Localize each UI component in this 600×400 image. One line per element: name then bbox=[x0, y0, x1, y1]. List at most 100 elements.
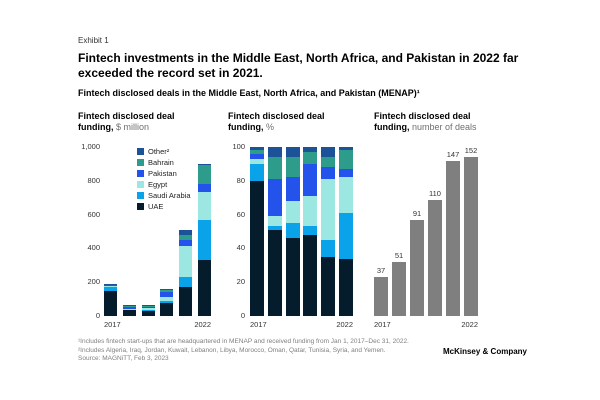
legend-label: Saudi Arabia bbox=[148, 191, 191, 200]
chart-heading-bold: funding, bbox=[374, 122, 410, 132]
bar-segment-bahrain bbox=[104, 284, 117, 286]
bar-segment-egypt bbox=[285, 201, 300, 224]
bar-segment-bahrain bbox=[160, 289, 174, 292]
legend-swatch-icon bbox=[137, 192, 144, 199]
bar-segment-other bbox=[104, 283, 117, 285]
bar-rect bbox=[374, 276, 388, 316]
y-tick-label: 400 bbox=[87, 243, 100, 253]
mckinsey-logo-text: McKinsey & Company bbox=[442, 347, 527, 356]
x-tick-label: 2017 bbox=[104, 320, 121, 329]
legend-item-bahrain: Bahrain bbox=[137, 159, 191, 166]
bar-segment-egypt bbox=[321, 179, 336, 240]
bar-2017 bbox=[250, 147, 264, 316]
chart-heading: Fintech disclosed deal bbox=[228, 111, 325, 121]
bar-2022: 152 bbox=[464, 147, 478, 316]
bar-segment-other bbox=[160, 288, 174, 290]
bar-2018 bbox=[122, 147, 136, 316]
chart-heading-unit: funding, % bbox=[228, 122, 353, 133]
y-tick-label: 100 bbox=[232, 142, 245, 151]
chart-heading-unit: funding, number of deals bbox=[374, 122, 478, 133]
bar-segment-saudi-arabia bbox=[338, 212, 353, 259]
bar-segment-uae bbox=[303, 234, 318, 316]
bar-segment-other bbox=[303, 147, 318, 153]
bar-2020 bbox=[303, 147, 318, 316]
bar-segment-bahrain bbox=[197, 165, 211, 184]
bar-segment-pakistan bbox=[338, 169, 353, 178]
bar-segment-saudi-arabia bbox=[250, 163, 264, 181]
bar-segment-uae bbox=[338, 258, 353, 316]
bar-2019: 91 bbox=[410, 147, 424, 316]
legend-item-saudi-arabia: Saudi Arabia bbox=[137, 192, 191, 199]
bar-segment-saudi-arabia bbox=[104, 287, 117, 291]
bar-segment-egypt bbox=[141, 308, 155, 310]
legend-item-egypt: Egypt bbox=[137, 181, 191, 188]
bar-segment-bahrain bbox=[141, 305, 155, 307]
chart-heading-unit: funding, $ million bbox=[78, 122, 211, 133]
chart-funding-millions: Fintech disclosed deal funding, $ millio… bbox=[78, 111, 211, 329]
bar-2017: 37 bbox=[374, 147, 388, 316]
legend-label: Bahrain bbox=[148, 158, 174, 167]
bar-segment-bahrain bbox=[122, 305, 136, 308]
bar-2019 bbox=[285, 147, 300, 316]
bar-rect bbox=[464, 157, 478, 316]
bar-segment-uae bbox=[160, 302, 174, 316]
bar-segment-pakistan bbox=[303, 163, 318, 197]
bar-segment-bahrain bbox=[267, 157, 282, 180]
source-note: Source: MAGNiTT, Feb 3, 2023 bbox=[78, 355, 169, 362]
x-axis: 2017 2022 bbox=[104, 320, 211, 329]
bar-segment-uae bbox=[197, 260, 211, 316]
x-tick-label: 2022 bbox=[461, 320, 478, 329]
bar-2020 bbox=[160, 147, 174, 316]
chart-unit-label: % bbox=[266, 122, 275, 132]
bar-2022 bbox=[197, 147, 211, 316]
bar-segment-egypt bbox=[267, 216, 282, 227]
bar-2017 bbox=[104, 147, 117, 316]
chart-unit-label: $ million bbox=[116, 122, 150, 132]
bar-value-label: 51 bbox=[394, 251, 404, 261]
y-tick-label: 80 bbox=[236, 175, 245, 185]
bar-segment-pakistan bbox=[141, 306, 155, 309]
bar-segment-bahrain bbox=[179, 234, 193, 240]
bar-rect bbox=[446, 160, 460, 316]
legend-item-pakistan: Pakistan bbox=[137, 170, 191, 177]
bar-segment-other bbox=[321, 147, 336, 158]
footnote-2: ²Includes Algeria, Iraq, Jordan, Kuwait,… bbox=[78, 346, 386, 354]
bar-segment-egypt bbox=[104, 286, 117, 288]
plot-area: Other² Bahrain Pakistan Egypt Saudi Arabia UA… bbox=[104, 147, 211, 316]
bar-segment-saudi-arabia bbox=[160, 301, 174, 303]
legend-swatch-icon bbox=[137, 170, 144, 177]
bar-segment-uae bbox=[267, 229, 282, 316]
bar-2021 bbox=[321, 147, 336, 316]
bar-segment-other bbox=[197, 163, 211, 166]
y-tick-label: 1,000 bbox=[81, 142, 100, 151]
bar-segment-bahrain bbox=[321, 157, 336, 168]
plot-area bbox=[250, 147, 353, 316]
legend-item-other: Other² bbox=[137, 148, 191, 155]
x-axis: 2017 2022 bbox=[250, 320, 353, 329]
bar-segment-saudi-arabia bbox=[321, 239, 336, 257]
bar-segment-pakistan bbox=[160, 291, 174, 297]
bar-segment-other bbox=[122, 305, 136, 306]
bar-segment-pakistan bbox=[250, 153, 264, 159]
chart-heading: Fintech disclosed deal bbox=[374, 111, 471, 121]
x-tick-label: 2022 bbox=[194, 320, 211, 329]
chart-heading-bold: funding, bbox=[228, 122, 264, 132]
bar-value-label: 37 bbox=[376, 265, 386, 275]
legend-label: Pakistan bbox=[148, 169, 177, 178]
bar-segment-bahrain bbox=[338, 150, 353, 169]
page-title-line-1: Fintech investments in the Middle East, … bbox=[78, 51, 519, 65]
bar-2019 bbox=[141, 147, 155, 316]
bar-2022 bbox=[338, 147, 353, 316]
bar-segment-pakistan bbox=[197, 183, 211, 193]
bar-segment-uae bbox=[141, 310, 155, 316]
bar-segment-saudi-arabia bbox=[285, 223, 300, 239]
y-tick-label: 40 bbox=[236, 243, 245, 253]
exhibit-label: Exhibit 1 bbox=[78, 36, 109, 45]
bar-segment-other bbox=[338, 147, 353, 151]
bar-segment-saudi-arabia bbox=[141, 309, 155, 311]
bar-rect bbox=[428, 199, 442, 316]
bar-segment-uae bbox=[179, 286, 193, 316]
bar-segment-pakistan bbox=[321, 167, 336, 180]
y-tick-label: 60 bbox=[236, 209, 245, 219]
